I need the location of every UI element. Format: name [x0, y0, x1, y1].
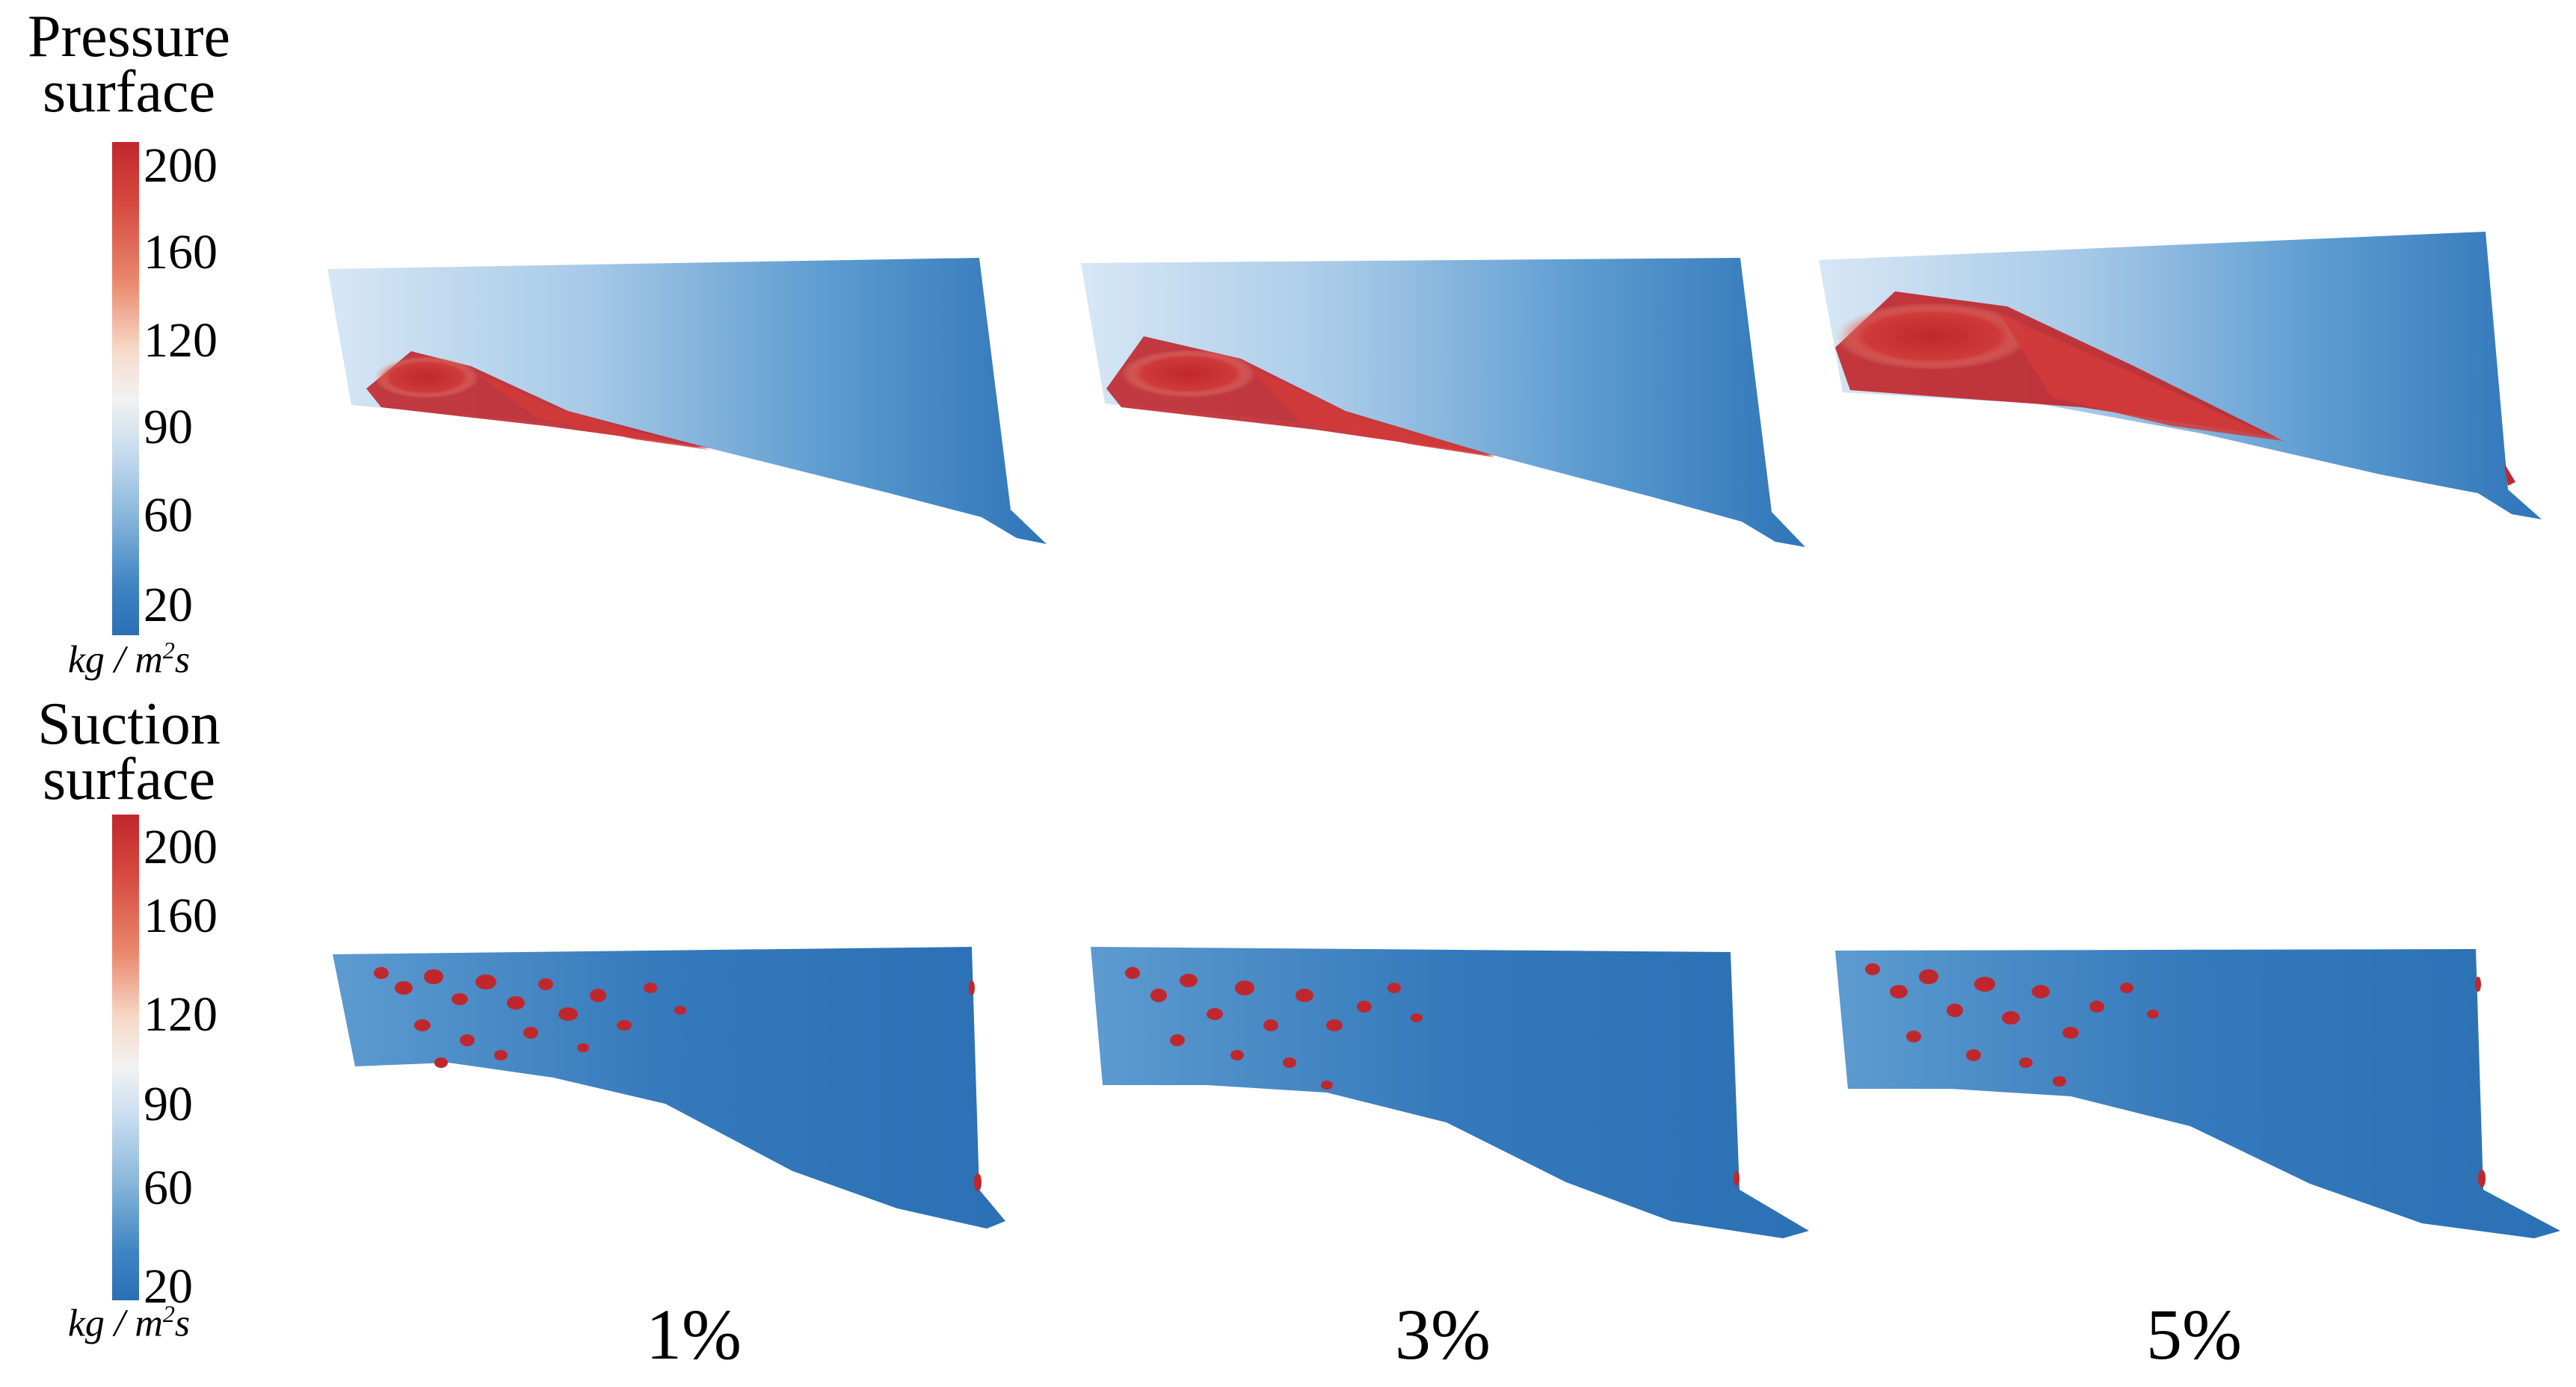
pressure-blade-3pct [1081, 258, 1805, 547]
suction-tick-60: 60 [144, 1161, 193, 1215]
suction-blade-3pct [1091, 947, 1809, 1238]
pressure-tick-60: 60 [144, 488, 193, 543]
suction-colorbar [112, 815, 139, 1300]
suction-tick-20: 20 [144, 1259, 193, 1314]
pressure-blade-5pct [1819, 232, 2542, 519]
pressure-tick-160: 160 [144, 225, 218, 279]
suction-tick-120: 120 [144, 987, 218, 1042]
suction-tick-160: 160 [144, 889, 218, 943]
pressure-tick-20: 20 [144, 578, 193, 632]
suction-tick-200: 200 [144, 820, 218, 874]
case-label-3pct: 3% [1395, 1294, 1491, 1374]
suction-blade-5pct [1835, 949, 2560, 1238]
pressure-surface-title: Pressure surface [27, 4, 231, 125]
pressure-tick-120: 120 [144, 313, 218, 368]
pressure-tick-200: 200 [144, 138, 218, 193]
case-label-1pct: 1% [646, 1294, 742, 1374]
suction-tick-90: 90 [144, 1077, 193, 1131]
pressure-tick-90: 90 [144, 400, 193, 454]
pressure-unit-label: kg / m2s [67, 637, 191, 682]
suction-unit-label: kg / m2s [67, 1300, 191, 1345]
case-label-5pct: 5% [2146, 1294, 2242, 1374]
pressure-blade-1pct [327, 258, 1047, 544]
suction-blade-1pct [333, 947, 1005, 1229]
pressure-colorbar [112, 142, 139, 635]
suction-surface-title: Suction surface [37, 691, 221, 812]
